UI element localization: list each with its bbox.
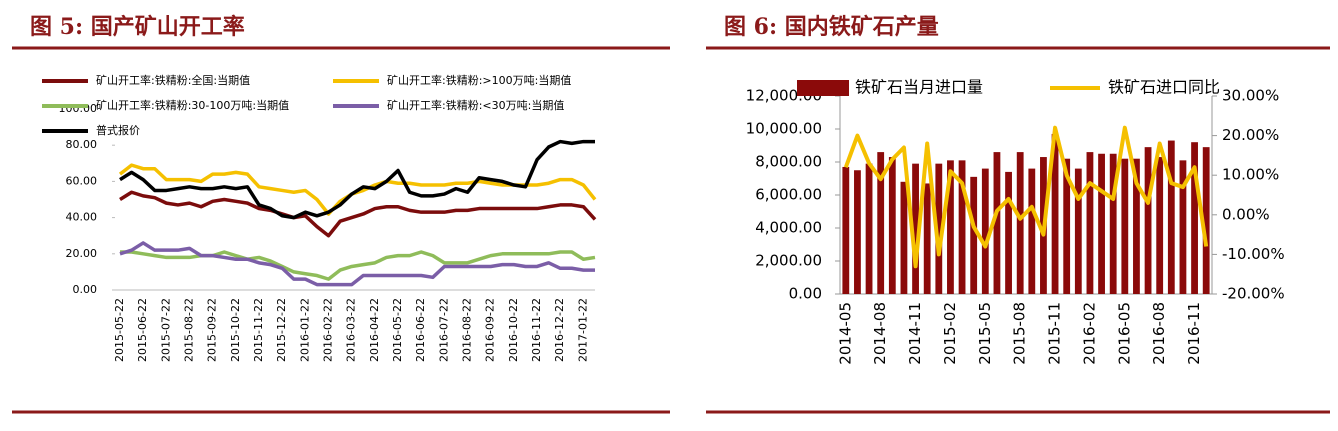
bar xyxy=(1179,160,1187,294)
x-tick-label: 2016-05-22 xyxy=(391,298,404,362)
x-tick-label: 2016-12-22 xyxy=(553,298,566,362)
bar xyxy=(854,170,861,294)
y2-tick-label: 20.00% xyxy=(1222,126,1279,144)
bar xyxy=(1144,147,1152,294)
y-tick-label: 100.00 xyxy=(59,102,98,115)
y-tick-label: 8,000.00 xyxy=(755,153,822,171)
x-tick-label: 2016-07-22 xyxy=(437,298,450,362)
bar xyxy=(947,160,954,294)
bar xyxy=(1086,152,1094,294)
x-tick-label: 2015-08 xyxy=(1011,302,1029,365)
x-tick-label: 2016-08-22 xyxy=(461,298,474,362)
y-tick-label: 6,000.00 xyxy=(755,186,822,204)
bar xyxy=(1156,157,1164,294)
bar xyxy=(1202,147,1210,294)
bar xyxy=(877,152,885,294)
x-tick-label: 2016-01-22 xyxy=(298,298,311,362)
x-tick-label: 2015-08-22 xyxy=(183,298,196,362)
y-tick-label: 40.00 xyxy=(66,211,98,224)
y2-tick-label: 30.00% xyxy=(1222,87,1279,105)
y2-tick-label: 10.00% xyxy=(1222,166,1279,184)
legend-label: 矿山开工率:铁精粉:30-100万吨:当期值 xyxy=(96,98,289,112)
x-tick-label: 2016-11 xyxy=(1185,302,1203,365)
x-tick-label: 2015-07-22 xyxy=(159,298,172,362)
x-tick-label: 2015-10-22 xyxy=(229,298,242,362)
y2-tick-label: -10.00% xyxy=(1222,245,1285,263)
y-tick-label: 0.00 xyxy=(73,283,98,296)
bar xyxy=(912,163,919,294)
legend-label: 矿山开工率:铁精粉:<30万吨:当期值 xyxy=(387,98,564,112)
bar xyxy=(1074,168,1082,294)
y-tick-label: 4,000.00 xyxy=(755,219,822,237)
x-tick-label: 2015-11-22 xyxy=(252,298,265,362)
data-line xyxy=(119,241,595,287)
bar xyxy=(981,168,989,294)
bar xyxy=(993,152,1001,294)
x-tick-label: 2015-09-22 xyxy=(206,298,219,362)
bar xyxy=(1063,158,1071,294)
bar xyxy=(970,176,978,294)
bar xyxy=(888,157,896,294)
data-line xyxy=(843,125,1209,269)
x-tick-label: 2015-06-22 xyxy=(136,298,149,362)
x-tick-label: 2016-02-22 xyxy=(322,298,335,362)
bar xyxy=(1133,158,1140,294)
x-tick-label: 2016-02 xyxy=(1080,302,1098,365)
x-tick-label: 2016-11-22 xyxy=(530,298,543,362)
bar xyxy=(1051,133,1059,294)
y2-tick-label: 0.00% xyxy=(1222,205,1270,223)
bar xyxy=(1098,153,1105,294)
x-tick-label: 2014-05 xyxy=(836,302,854,365)
x-tick-label: 2015-05 xyxy=(976,302,994,365)
chart-title: 图 5: 国产矿山开工率 xyxy=(30,14,245,40)
bar xyxy=(1005,171,1012,294)
bar xyxy=(935,163,943,294)
bar xyxy=(1167,140,1175,294)
bar xyxy=(1109,153,1117,294)
bar xyxy=(842,166,850,294)
x-tick-label: 2015-02 xyxy=(941,302,959,365)
x-tick-label: 2017-01-22 xyxy=(576,298,589,362)
x-tick-label: 2016-08 xyxy=(1150,302,1168,365)
bar xyxy=(1016,152,1024,294)
bar xyxy=(1028,168,1036,294)
y-tick-label: 10,000.00 xyxy=(746,120,822,138)
bar xyxy=(1121,158,1129,294)
x-tick-label: 2016-03-22 xyxy=(345,298,358,362)
y-tick-label: 0.00 xyxy=(789,285,822,303)
bar xyxy=(900,181,908,294)
bar xyxy=(1191,142,1198,294)
legend-swatch xyxy=(797,80,849,96)
x-tick-label: 2016-10-22 xyxy=(507,298,520,362)
y-tick-label: 2,000.00 xyxy=(755,252,822,270)
chart-title: 图 6: 国内铁矿石产量 xyxy=(724,14,939,40)
legend-label: 矿山开工率:铁精粉:全国:当期值 xyxy=(96,73,250,87)
x-tick-label: 2015-05-22 xyxy=(113,298,126,362)
x-tick-label: 2016-04-22 xyxy=(368,298,381,362)
data-line xyxy=(119,190,597,238)
x-tick-label: 2014-08 xyxy=(871,302,889,365)
y-tick-label: 60.00 xyxy=(66,174,98,187)
legend-label: 普式报价 xyxy=(96,123,140,137)
x-tick-label: 2016-09-22 xyxy=(484,298,497,362)
x-tick-label: 2015-12-22 xyxy=(275,298,288,362)
bar xyxy=(865,163,873,294)
x-tick-label: 2016-06-22 xyxy=(414,298,427,362)
legend-label: 矿山开工率:铁精粉:>100万吨:当期值 xyxy=(387,73,571,87)
y-tick-label: 80.00 xyxy=(66,138,98,151)
bar xyxy=(923,183,931,294)
x-tick-label: 2014-11 xyxy=(906,302,924,365)
y2-tick-label: -20.00% xyxy=(1222,285,1285,303)
x-tick-label: 2016-05 xyxy=(1115,302,1133,365)
x-tick-label: 2015-11 xyxy=(1046,302,1064,365)
y-tick-label: 20.00 xyxy=(66,247,98,260)
legend-label: 铁矿石进口同比 xyxy=(1108,78,1220,97)
bar xyxy=(958,160,966,294)
data-line xyxy=(119,139,595,220)
legend-label: 铁矿石当月进口量 xyxy=(855,78,983,97)
